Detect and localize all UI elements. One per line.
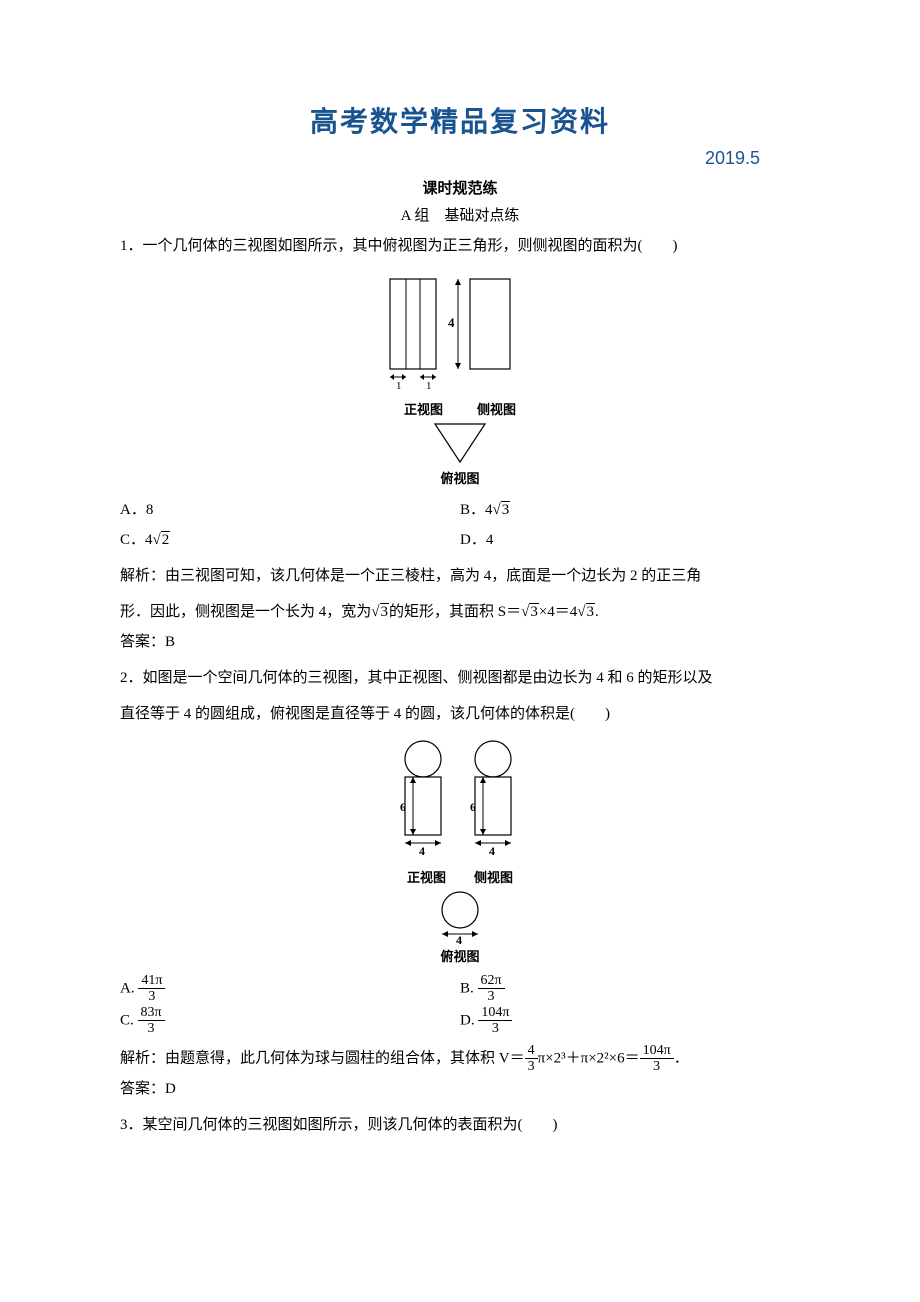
q2-stem-l1: 2．如图是一个空间几何体的三视图，其中正视图、侧视图都是由边长为 4 和 6 的…: [120, 663, 800, 693]
q1-dim-1a: 1: [396, 380, 402, 392]
q2-ans-val: D: [165, 1081, 176, 1097]
q1-opt-c-rad: 2: [161, 531, 171, 548]
q1-solution: 解析：由三视图可知，该几何体是一个正三棱柱，高为 4，底面是一个边长为 2 的正…: [120, 561, 800, 591]
q1-dim-1b: 1: [426, 380, 432, 392]
q1-sol-prefix: 解析：: [120, 568, 165, 584]
q1-figure: 1 1 4 正视图 侧视图 俯视图: [120, 269, 800, 487]
q1-sol-l2c: ×4＝4: [539, 604, 577, 620]
page: 高考数学精品复习资料 2019.5 课时规范练 A 组 基础对点练 1．一个几何…: [0, 0, 920, 1200]
q2-ans-prefix: 答案：: [120, 1081, 165, 1097]
q2-side-label: 侧视图: [474, 867, 513, 886]
q1-sol-l1: 由三视图可知，该几何体是一个正三棱柱，高为 4，底面是一个边长为 2 的正三角: [165, 568, 701, 584]
q1-opt-b-prefix: B．4: [460, 502, 493, 518]
q2-figure: 6 4 6 4 正视图 侧视图 4 俯视图: [120, 737, 800, 965]
q1-stem: 1．一个几何体的三视图如图所示，其中俯视图为正三角形，则侧视图的面积为( ): [120, 231, 800, 261]
q2-top-svg: 4: [420, 886, 500, 946]
q2-solution: 解析：由题意得，此几何体为球与圆柱的组合体，其体积 V＝43π×2³＋π×2²×…: [120, 1043, 800, 1075]
q2-options: A. 41π3 B. 62π3 C. 83π3 D. 104π3: [120, 973, 800, 1037]
q1-front-side-svg: 1 1 4: [370, 269, 550, 399]
q2-opt-d: D. 104π3: [460, 1005, 800, 1037]
main-title: 高考数学精品复习资料: [120, 100, 800, 140]
q2-dim-4a: 4: [419, 844, 425, 858]
q2-c-num: 83π: [138, 1005, 165, 1021]
q2-sol-f2n: 104π: [640, 1043, 674, 1059]
q3-stem: 3．某空间几何体的三视图如图所示，则该几何体的表面积为( ): [120, 1110, 800, 1140]
q2-sol-prefix: 解析：: [120, 1050, 165, 1066]
q1-ans-prefix: 答案：: [120, 634, 165, 650]
q1-front-label: 正视图: [404, 399, 443, 418]
q2-b-den: 3: [478, 989, 505, 1004]
q2-sol-f1d: 3: [525, 1059, 538, 1074]
q1-opt-b: B．4√3: [460, 495, 800, 525]
q2-d-num: 104π: [478, 1005, 512, 1021]
q2-dim-6b: 6: [470, 800, 476, 814]
q2-d-den: 3: [478, 1021, 512, 1036]
q1-sol-rad1: 3: [380, 603, 390, 620]
q1-answer: 答案：B: [120, 627, 800, 657]
group-label: A 组 基础对点练: [120, 204, 800, 225]
q2-d-label: D.: [460, 1012, 475, 1028]
q2-sol-end: ．: [674, 1050, 689, 1066]
q2-a-label: A.: [120, 980, 135, 996]
q2-top-label: 俯视图: [120, 946, 800, 965]
q1-top-label: 俯视图: [120, 468, 800, 487]
q2-dim-4c: 4: [456, 933, 462, 946]
q1-opt-c: C．4√2: [120, 525, 460, 555]
q1-options: A．8 B．4√3 C．4√2 D．4: [120, 495, 800, 555]
date-text: 2019.5: [120, 148, 760, 169]
q2-sol-text: 由题意得，此几何体为球与圆柱的组合体，其体积 V＝: [165, 1050, 525, 1066]
q2-c-label: C.: [120, 1012, 134, 1028]
q2-sol-f1n: 4: [525, 1043, 538, 1059]
q2-a-num: 41π: [138, 973, 165, 989]
q2-stem-l2: 直径等于 4 的圆组成，俯视图是直径等于 4 的圆，该几何体的体积是( ): [120, 699, 800, 729]
q2-answer: 答案：D: [120, 1074, 800, 1104]
q1-opt-c-prefix: C．4: [120, 532, 153, 548]
q1-dim-4: 4: [448, 315, 455, 330]
q2-dim-4b: 4: [489, 844, 495, 858]
q1-top-svg: [420, 418, 500, 468]
q2-front-side-svg: 6 4 6 4: [375, 737, 545, 867]
q1-sol-l2b: 的矩形，其面积 S＝: [389, 604, 521, 620]
q2-opt-b: B. 62π3: [460, 973, 800, 1005]
subtitle: 课时规范练: [120, 177, 800, 198]
q1-opt-b-rad: 3: [501, 501, 511, 518]
q2-opt-a: A. 41π3: [120, 973, 460, 1005]
q2-b-num: 62π: [478, 973, 505, 989]
q1-ans-val: B: [165, 634, 175, 650]
q2-sol-mid: π×2³＋π×2²×6＝: [538, 1050, 640, 1066]
q2-opt-c: C. 83π3: [120, 1005, 460, 1037]
q2-sol-f2d: 3: [640, 1059, 674, 1074]
q2-a-den: 3: [138, 989, 165, 1004]
q1-side-label: 侧视图: [477, 399, 516, 418]
q2-b-label: B.: [460, 980, 474, 996]
q1-sol-rad2: 3: [529, 603, 539, 620]
q1-sol-rad3: 3: [586, 603, 596, 620]
q1-solution-l2: 形．因此，侧视图是一个长为 4，宽为√3的矩形，其面积 S＝√3×4＝4√3.: [120, 597, 800, 627]
q2-c-den: 3: [138, 1021, 165, 1036]
q1-opt-a: A．8: [120, 495, 460, 525]
q1-opt-d: D．4: [460, 525, 800, 555]
q1-sol-l2a: 形．因此，侧视图是一个长为 4，宽为: [120, 604, 371, 620]
q2-dim-6a: 6: [400, 800, 406, 814]
q2-front-label: 正视图: [407, 867, 446, 886]
